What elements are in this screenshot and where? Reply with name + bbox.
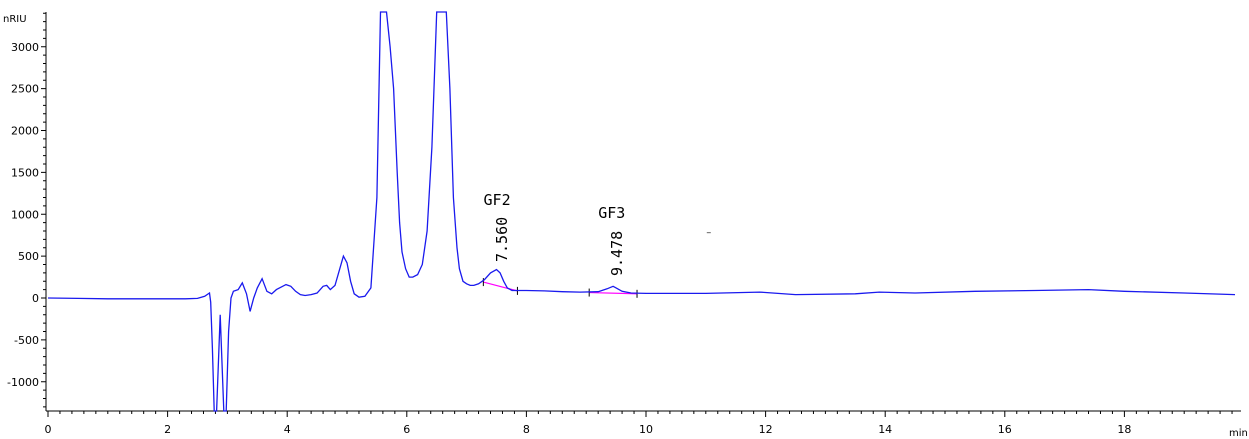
signal-trace bbox=[47, 11, 1236, 412]
peak-labels: GF2 7.560 GF3 9.478 bbox=[484, 191, 711, 276]
integration-baselines bbox=[482, 278, 638, 298]
peak-name-label: GF2 bbox=[484, 191, 511, 209]
x-tick-label: 12 bbox=[759, 423, 773, 436]
x-tick-label: 10 bbox=[639, 423, 653, 436]
y-tick-label: 2500 bbox=[11, 83, 39, 96]
retention-time-label: 9.478 bbox=[608, 231, 626, 276]
y-tick-label: 0 bbox=[32, 292, 39, 305]
y-tick-label: 2000 bbox=[11, 125, 39, 138]
y-tick-label: 1000 bbox=[11, 208, 39, 221]
peak-name-label: GF3 bbox=[598, 204, 625, 222]
x-tick-label: 6 bbox=[403, 423, 410, 436]
x-tick-label: 2 bbox=[164, 423, 171, 436]
axes bbox=[41, 12, 1241, 417]
x-tick-label: 18 bbox=[1117, 423, 1131, 436]
y-tick-label: -1000 bbox=[7, 376, 39, 389]
y-axis-unit-label: nRIU bbox=[3, 14, 27, 25]
x-tick-label: 4 bbox=[284, 423, 291, 436]
y-tick-label: 3000 bbox=[11, 41, 39, 54]
y-tick-labels: -1000 -500 0 500 1000 1500 2000 2500 3000 bbox=[7, 41, 39, 389]
x-tick-labels: 0 2 4 6 8 10 12 14 16 18 bbox=[45, 423, 1132, 436]
x-tick-label: 0 bbox=[45, 423, 52, 436]
y-tick-label: 500 bbox=[18, 250, 39, 263]
integration-baseline bbox=[589, 291, 638, 295]
x-tick-label: 8 bbox=[523, 423, 530, 436]
retention-time-label: 7.560 bbox=[493, 217, 511, 262]
x-tick-label: 14 bbox=[878, 423, 892, 436]
x-axis-unit-label: min bbox=[1229, 428, 1248, 439]
integration-baseline bbox=[483, 281, 518, 292]
x-tick-label: 16 bbox=[998, 423, 1012, 436]
y-tick-label: 1500 bbox=[11, 166, 39, 179]
y-tick-label: -500 bbox=[14, 334, 39, 347]
